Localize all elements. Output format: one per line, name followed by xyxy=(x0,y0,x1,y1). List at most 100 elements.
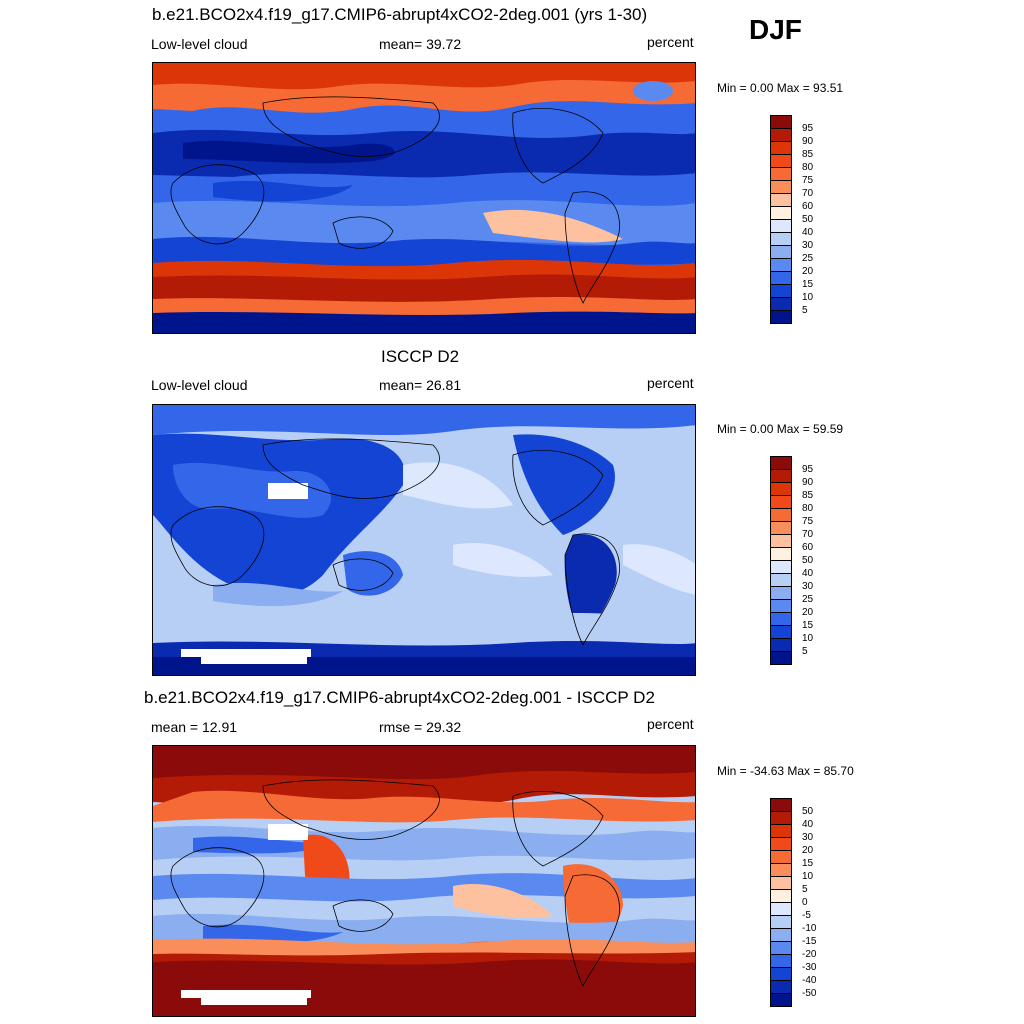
colorbar-tick-label: 90 xyxy=(802,136,814,147)
panel1-map xyxy=(152,62,696,334)
colorbar-tick-label: 50 xyxy=(802,806,814,817)
colorbar-tick-label: 75 xyxy=(802,516,814,527)
colorbar-swatch xyxy=(770,811,792,825)
colorbar-tick-label: -10 xyxy=(802,923,817,934)
colorbar-swatch xyxy=(770,547,792,561)
colorbar-swatch xyxy=(770,154,792,168)
colorbar-tick-label: 30 xyxy=(802,240,814,251)
colorbar-swatch xyxy=(770,980,792,994)
colorbar-swatch xyxy=(770,902,792,916)
colorbar-swatch xyxy=(770,638,792,652)
panel1-units-label: percent xyxy=(647,34,694,50)
colorbar-tick-label: 20 xyxy=(802,845,814,856)
colorbar-tick-label: 20 xyxy=(802,607,814,618)
panel2-variable-label: Low-level cloud xyxy=(151,377,248,393)
colorbar-tick-label: -50 xyxy=(802,988,817,999)
panel1-minmax: Min = 0.00 Max = 93.51 xyxy=(717,81,844,95)
colorbar-tick-label: -40 xyxy=(802,975,817,986)
colorbar-swatch xyxy=(770,612,792,626)
colorbar-swatch xyxy=(770,798,792,812)
panel3-rmse-label: rmse = 29.32 xyxy=(379,719,462,735)
colorbar-tick-label: 30 xyxy=(802,581,814,592)
colorbar-swatch xyxy=(770,651,792,665)
colorbar-swatch xyxy=(770,508,792,522)
colorbar-swatch xyxy=(770,560,792,574)
colorbar-swatch xyxy=(770,310,792,324)
colorbar-tick-label: 50 xyxy=(802,214,814,225)
colorbar-tick-label: 20 xyxy=(802,266,814,277)
colorbar-swatch xyxy=(770,625,792,639)
colorbar-swatch xyxy=(770,180,792,194)
colorbar-swatch xyxy=(770,482,792,496)
season-label: DJF xyxy=(749,14,802,45)
colorbar-tick-label: 95 xyxy=(802,464,814,475)
colorbar-swatch xyxy=(770,206,792,220)
colorbar-tick-label: 5 xyxy=(802,646,808,657)
colorbar-tick-label: 30 xyxy=(802,832,814,843)
panel2-mean-label: mean= 26.81 xyxy=(379,377,462,393)
colorbar-tick-label: 60 xyxy=(802,542,814,553)
colorbar-tick-label: -20 xyxy=(802,949,817,960)
colorbar-swatch xyxy=(770,495,792,509)
colorbar-tick-label: 5 xyxy=(802,884,808,895)
panel2-minmax: Min = 0.00 Max = 59.59 xyxy=(717,422,844,436)
colorbar-tick-label: 80 xyxy=(802,162,814,173)
colorbar-tick-label: 40 xyxy=(802,227,814,238)
colorbar-swatch xyxy=(770,863,792,877)
colorbar-tick-label: 0 xyxy=(802,897,808,908)
colorbar-swatch xyxy=(770,232,792,246)
colorbar-swatch xyxy=(770,573,792,587)
colorbar-swatch xyxy=(770,284,792,298)
colorbar-swatch xyxy=(770,128,792,142)
colorbar-tick-label: 10 xyxy=(802,871,814,882)
panel3-mean-label: mean = 12.91 xyxy=(151,719,238,735)
panel3-title: b.e21.BCO2x4.f19_g17.CMIP6-abrupt4xCO2-2… xyxy=(144,688,655,707)
colorbar-swatch xyxy=(770,915,792,929)
panel3-map xyxy=(152,745,696,1017)
colorbar-swatch xyxy=(770,837,792,851)
colorbar-swatch xyxy=(770,954,792,968)
colorbar-swatch xyxy=(770,271,792,285)
colorbar-swatch xyxy=(770,599,792,613)
colorbar-swatch xyxy=(770,456,792,470)
colorbar-swatch xyxy=(770,469,792,483)
colorbar-tick-label: 70 xyxy=(802,529,814,540)
colorbar-swatch xyxy=(770,534,792,548)
colorbar-tick-label: 10 xyxy=(802,633,814,644)
colorbar-swatch xyxy=(770,297,792,311)
colorbar-swatch xyxy=(770,824,792,838)
colorbar-tick-label: 75 xyxy=(802,175,814,186)
colorbar-tick-label: 60 xyxy=(802,201,814,212)
colorbar-tick-label: 40 xyxy=(802,819,814,830)
panel1-variable-label: Low-level cloud xyxy=(151,36,248,52)
colorbar-tick-label: 5 xyxy=(802,305,808,316)
colorbar-swatch xyxy=(770,889,792,903)
colorbar-swatch xyxy=(770,850,792,864)
colorbar-tick-label: 85 xyxy=(802,490,814,501)
colorbar-swatch xyxy=(770,521,792,535)
colorbar-swatch xyxy=(770,219,792,233)
colorbar-tick-label: 25 xyxy=(802,253,814,264)
colorbar-tick-label: 70 xyxy=(802,188,814,199)
colorbar-tick-label: 95 xyxy=(802,123,814,134)
colorbar-tick-label: 80 xyxy=(802,503,814,514)
colorbar-tick-label: -30 xyxy=(802,962,817,973)
colorbar-swatch xyxy=(770,193,792,207)
panel2-map xyxy=(152,404,696,676)
colorbar-tick-label: 10 xyxy=(802,292,814,303)
colorbar-tick-label: 85 xyxy=(802,149,814,160)
panel3-units-label: percent xyxy=(647,716,694,732)
colorbar-tick-label: -15 xyxy=(802,936,817,947)
colorbar-swatch xyxy=(770,167,792,181)
colorbar-tick-label: 40 xyxy=(802,568,814,579)
colorbar-swatch xyxy=(770,586,792,600)
colorbar-tick-label: 15 xyxy=(802,279,814,290)
panel1-mean-label: mean= 39.72 xyxy=(379,36,462,52)
colorbar-swatch xyxy=(770,258,792,272)
panel2-title: ISCCP D2 xyxy=(381,347,460,366)
colorbar-swatch xyxy=(770,941,792,955)
colorbar-tick-label: 15 xyxy=(802,620,814,631)
colorbar-tick-label: 90 xyxy=(802,477,814,488)
colorbar-swatch xyxy=(770,967,792,981)
panel2-units-label: percent xyxy=(647,375,694,391)
